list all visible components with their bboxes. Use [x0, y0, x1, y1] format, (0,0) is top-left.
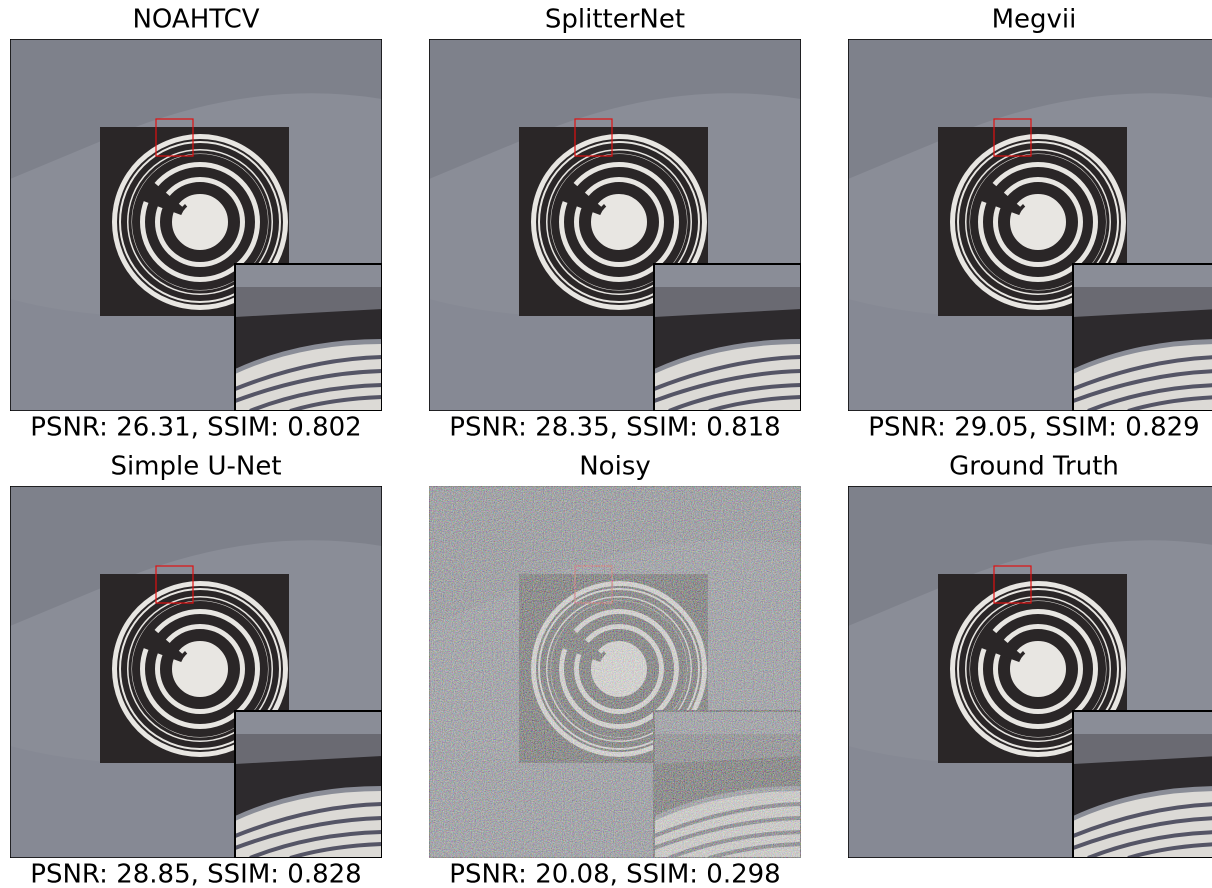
- panel-title: Ground Truth: [949, 452, 1119, 482]
- panel-image: [10, 486, 382, 858]
- panel-image: [429, 39, 801, 411]
- panel-title: NOAHTCV: [132, 5, 259, 35]
- panel: SplitterNet PSNR: 28.35, SSIM: 0.818: [429, 5, 801, 443]
- figure: NOAHTCV PSNR: 26.31, SSIM: 0.802 SplitterN…: [0, 0, 1212, 888]
- panel: Noisy PSNR: 20.08, SSIM: 0.298: [429, 452, 801, 888]
- panel-caption: PSNR: 29.05, SSIM: 0.829: [868, 413, 1199, 443]
- panel: Simple U-Net PSNR: 28.85, SSIM: 0.828: [10, 452, 382, 888]
- panel-title: SplitterNet: [545, 5, 685, 35]
- panel-image: [10, 39, 382, 411]
- panel: Ground Truth: [848, 452, 1212, 859]
- panel: NOAHTCV PSNR: 26.31, SSIM: 0.802: [10, 5, 382, 443]
- panel-caption: PSNR: 28.35, SSIM: 0.818: [449, 413, 780, 443]
- panel: Megvii PSNR: 29.05, SSIM: 0.829: [848, 5, 1212, 443]
- panel-title: Simple U-Net: [110, 452, 281, 482]
- panel-image: [848, 486, 1212, 858]
- panel-caption: PSNR: 20.08, SSIM: 0.298: [449, 860, 780, 888]
- panel-caption: PSNR: 28.85, SSIM: 0.828: [30, 860, 361, 888]
- panel-caption: PSNR: 26.31, SSIM: 0.802: [30, 413, 361, 443]
- panel-image: [848, 39, 1212, 411]
- panel-title: Noisy: [579, 452, 651, 482]
- panel-title: Megvii: [992, 5, 1077, 35]
- panel-image: [429, 486, 801, 858]
